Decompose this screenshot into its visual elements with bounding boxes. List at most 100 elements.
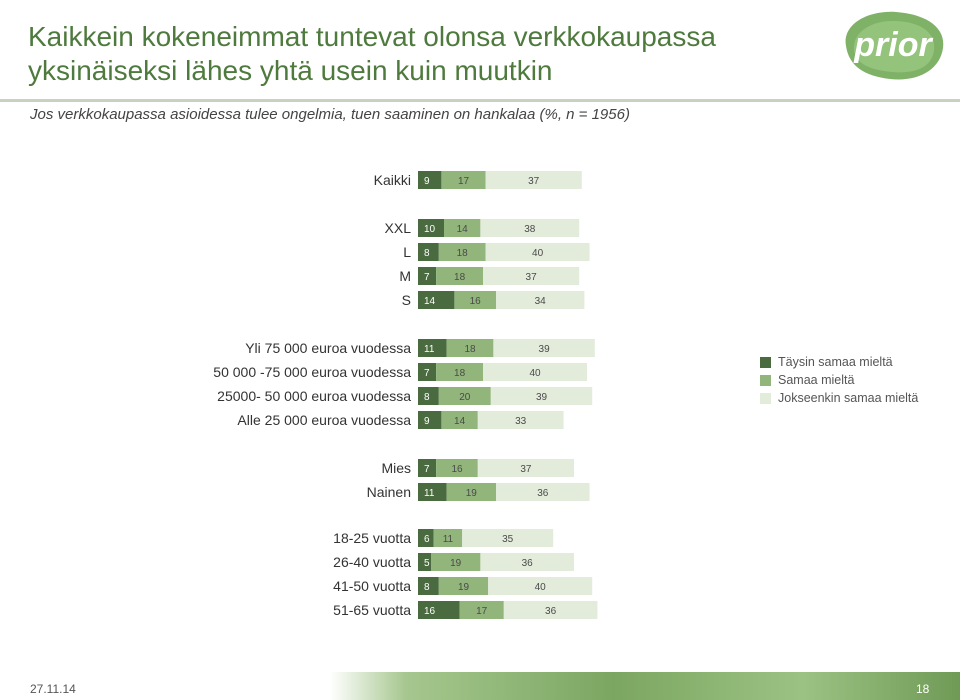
legend-item-dark: Täysin samaa mieltä [760,353,918,371]
bar-segment [418,219,444,237]
bar-segment [418,387,439,405]
category-label: 18-25 vuotta [333,530,411,546]
data-label: 11 [424,488,435,499]
category-label: 41-50 vuotta [333,578,411,594]
bar-segment [493,339,595,357]
data-label: 8 [424,248,430,259]
footer-date: 27.11.14 [30,682,76,696]
chart-legend: Täysin samaa mieltä Samaa mieltä Jokseen… [760,353,918,407]
data-label: 19 [458,582,470,593]
bar-segment [433,529,463,547]
data-label: 17 [458,176,470,187]
data-label: 16 [451,464,463,475]
chart-subtitle: Jos verkkokaupassa asioidessa tulee onge… [30,106,630,123]
category-label: 25000- 50 000 euroa vuodessa [217,388,411,404]
data-label: 18 [454,368,466,379]
bar-segment [462,529,554,547]
category-label: Nainen [367,484,411,500]
category-label: Kaikki [374,172,411,188]
prior-logo: prior [845,11,944,80]
legend-swatch [760,374,771,386]
data-label: 6 [424,534,430,545]
data-label: 20 [459,392,471,403]
category-label: S [402,292,411,308]
category-label: 51-65 vuotta [333,602,411,618]
bar-segment [418,601,460,619]
data-label: 39 [539,344,551,355]
category-label: 50 000 -75 000 euroa vuodessa [213,364,411,380]
bar-segment [418,459,437,477]
bar-segment [438,387,491,405]
category-label: L [403,244,411,260]
bar-segment [454,291,496,309]
data-label: 36 [522,558,534,569]
legend-label: Täysin samaa mieltä [778,355,893,369]
bar-segment [418,411,442,429]
data-label: 18 [464,344,476,355]
footer-decoration [330,672,960,700]
legend-swatch [760,392,771,404]
data-label: 34 [535,296,547,307]
data-label: 11 [443,534,454,545]
data-label: 8 [424,582,430,593]
bar-segment [418,339,447,357]
bar-segment [483,363,587,381]
data-label: 19 [450,558,462,569]
page-number: 18 [916,682,930,696]
category-label: M [399,268,411,284]
bar-segment [436,363,483,381]
data-label: 16 [470,296,482,307]
bar-segment [418,267,437,285]
data-label: 7 [424,368,430,379]
data-label: 7 [424,464,430,475]
data-label: 18 [454,272,466,283]
category-label: Yli 75 000 euroa vuodessa [245,340,411,356]
data-label: 19 [466,488,478,499]
data-label: 36 [537,488,549,499]
data-label: 33 [515,416,527,427]
bar-segment [477,459,574,477]
category-label: Alle 25 000 euroa vuodessa [237,412,411,428]
data-label: 40 [529,368,541,379]
data-label: 14 [454,416,466,427]
legend-swatch [760,356,771,368]
data-label: 18 [457,248,469,259]
data-label: 35 [502,534,514,545]
bar-segment [485,243,590,261]
data-label: 5 [424,558,430,569]
bar-segment [496,291,585,309]
data-label: 9 [424,416,430,427]
bar-segment [418,291,455,309]
category-label: 26-40 vuotta [333,554,411,570]
bar-segment [438,243,486,261]
bar-segment [418,243,439,261]
data-label: 14 [424,296,436,307]
data-label: 10 [424,224,436,235]
bar-segment [436,267,483,285]
data-label: 14 [457,224,469,235]
bar-segment [418,529,434,547]
bar-segment [485,171,582,189]
bar-segment [496,483,590,501]
bar-segment [480,553,574,571]
data-label: 17 [476,606,488,617]
bar-segment [418,171,442,189]
category-label: XXL [385,220,412,236]
legend-label: Jokseenkin samaa mieltä [778,391,919,405]
bar-segment [418,577,439,595]
bar-segment [477,411,564,429]
data-label: 9 [424,176,430,187]
legend-label: Samaa mieltä [778,373,855,387]
legend-item-mid: Samaa mieltä [760,371,918,389]
bar-segment [418,553,431,571]
data-label: 11 [424,344,435,355]
category-label: Mies [381,460,411,476]
bar-segment [490,387,593,405]
data-label: 7 [424,272,430,283]
data-label: 39 [536,392,548,403]
bar-segment [418,363,437,381]
header-divider [0,99,960,102]
data-label: 40 [532,248,544,259]
bar-segment [446,339,494,357]
bar-segment [431,553,481,571]
